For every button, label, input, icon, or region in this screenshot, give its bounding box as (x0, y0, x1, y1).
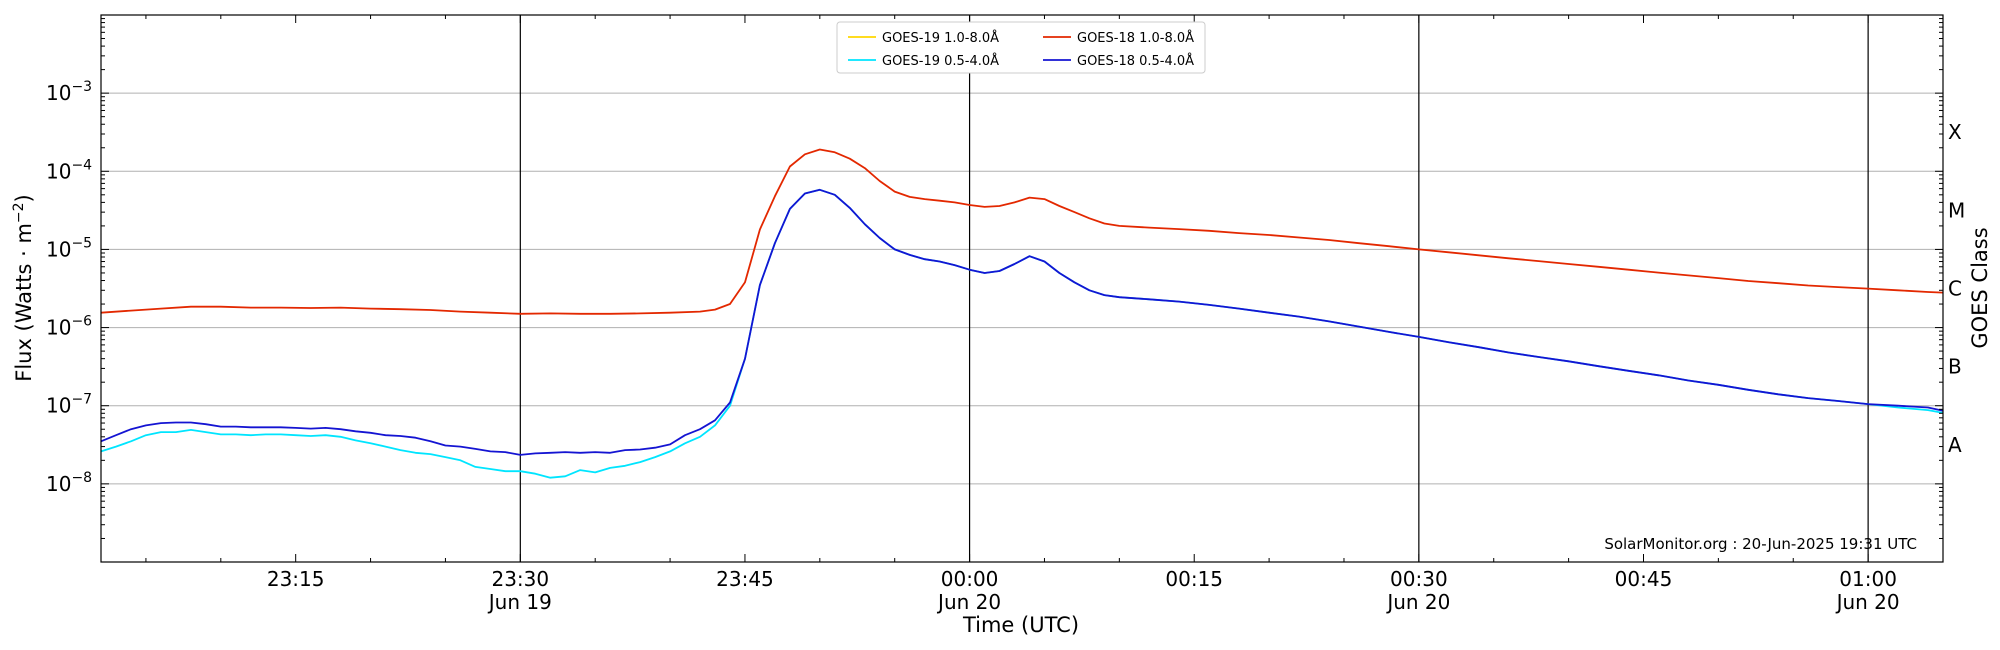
legend-label: GOES-18 0.5-4.0Å (1077, 53, 1194, 69)
goes-class-label: B (1948, 355, 1962, 379)
axis-ticks (101, 15, 1944, 563)
plot-frame (100, 14, 1944, 563)
x-tick-label: 23:45 (716, 567, 774, 591)
y-axis-title: Flux (Watts · m−2) (11, 194, 36, 382)
x-tick-label: 00:45 (1615, 567, 1673, 591)
x-tick-label: 00:15 (1165, 567, 1223, 591)
goes-class-label: M (1948, 198, 1965, 222)
x-tick-date-label: Jun 20 (936, 590, 1001, 614)
goes-class-label: C (1948, 277, 1962, 301)
series-line (100, 148, 1944, 315)
goes-class-label: X (1948, 120, 1962, 144)
x-tick-date-label: Jun 20 (1835, 590, 1900, 614)
goes-class-axis-title: GOES Class (1968, 227, 1992, 348)
data-series (100, 148, 1944, 479)
x-axis-title: Time (UTC) (962, 613, 1079, 637)
x-tick-date-label: Jun 20 (1385, 590, 1450, 614)
x-tick-label: 00:00 (941, 567, 999, 591)
x-tick-date-label: Jun 19 (487, 590, 552, 614)
y-tick-label: 10−6 (46, 314, 92, 340)
y-tick-label: 10−3 (46, 79, 92, 105)
legend-label: GOES-18 1.0-8.0Å (1077, 30, 1194, 46)
grid-lines (101, 92, 1943, 485)
legend-label: GOES-19 0.5-4.0Å (882, 53, 999, 69)
x-tick-label: 23:30 (491, 567, 549, 591)
goes-class-label: A (1948, 433, 1962, 457)
x-tick-label: 00:30 (1390, 567, 1448, 591)
legend-label: GOES-19 1.0-8.0Å (882, 30, 999, 46)
credit-text: SolarMonitor.org : 20-Jun-2025 19:31 UTC (1604, 535, 1917, 553)
y-tick-label: 10−7 (46, 392, 92, 418)
y-tick-label: 10−8 (46, 470, 92, 496)
series-line (100, 188, 1944, 456)
legend: GOES-19 1.0-8.0Å GOES-19 0.5-4.0Å GOES-18 … (836, 21, 1206, 74)
legend-box (836, 21, 1206, 74)
x-tick-label: 23:15 (267, 567, 325, 591)
y-tick-label: 10−5 (46, 235, 92, 261)
y-tick-label: 10−4 (46, 157, 92, 183)
x-tick-label: 01:00 (1839, 567, 1897, 591)
